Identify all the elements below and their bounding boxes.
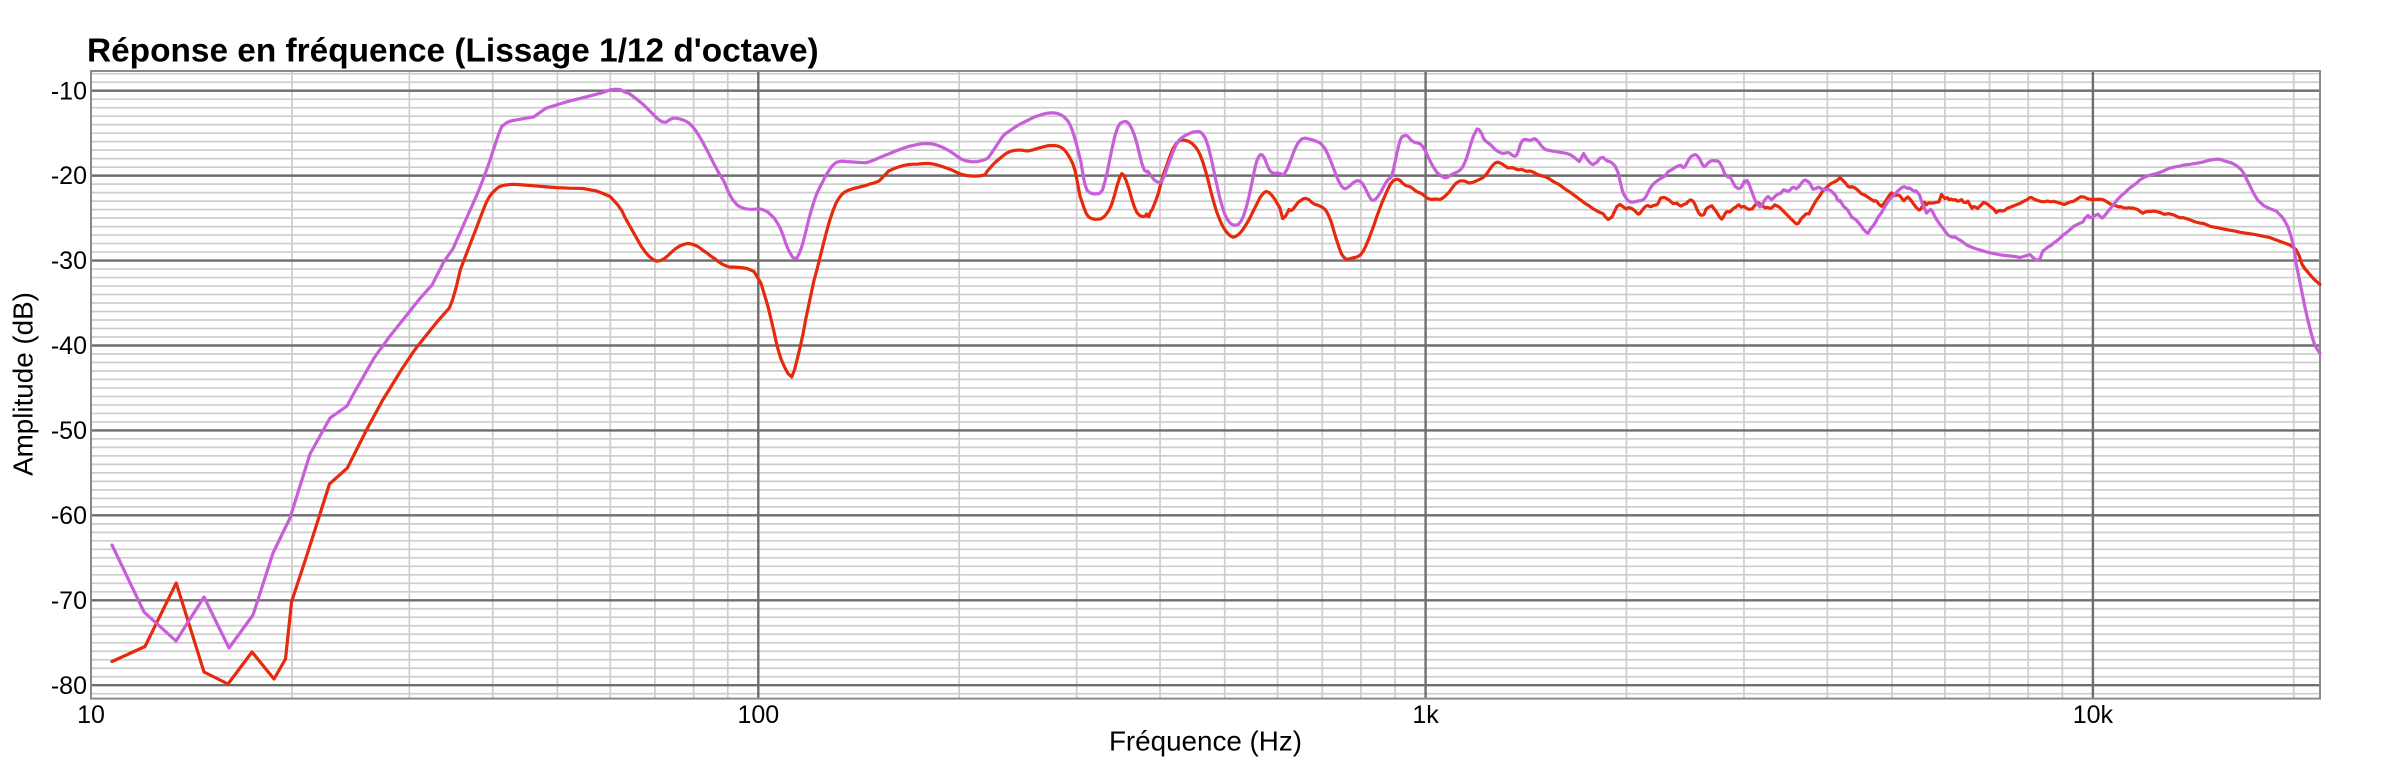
- svg-text:-80: -80: [51, 672, 87, 700]
- svg-text:10k: 10k: [2073, 701, 2114, 729]
- svg-text:Fréquence (Hz): Fréquence (Hz): [1109, 726, 1302, 757]
- svg-text:-40: -40: [51, 332, 87, 360]
- svg-text:Amplitude (dB): Amplitude (dB): [8, 292, 39, 476]
- svg-text:10: 10: [77, 701, 105, 729]
- svg-text:100: 100: [737, 701, 779, 729]
- svg-text:-70: -70: [51, 587, 87, 615]
- svg-text:-60: -60: [51, 502, 87, 530]
- svg-text:-50: -50: [51, 417, 87, 445]
- svg-text:-30: -30: [51, 247, 87, 275]
- svg-text:Réponse en fréquence (Lissage: Réponse en fréquence (Lissage 1/12 d'oct…: [87, 33, 819, 70]
- svg-text:-10: -10: [51, 77, 87, 105]
- svg-text:1k: 1k: [1412, 701, 1439, 729]
- svg-text:-20: -20: [51, 162, 87, 190]
